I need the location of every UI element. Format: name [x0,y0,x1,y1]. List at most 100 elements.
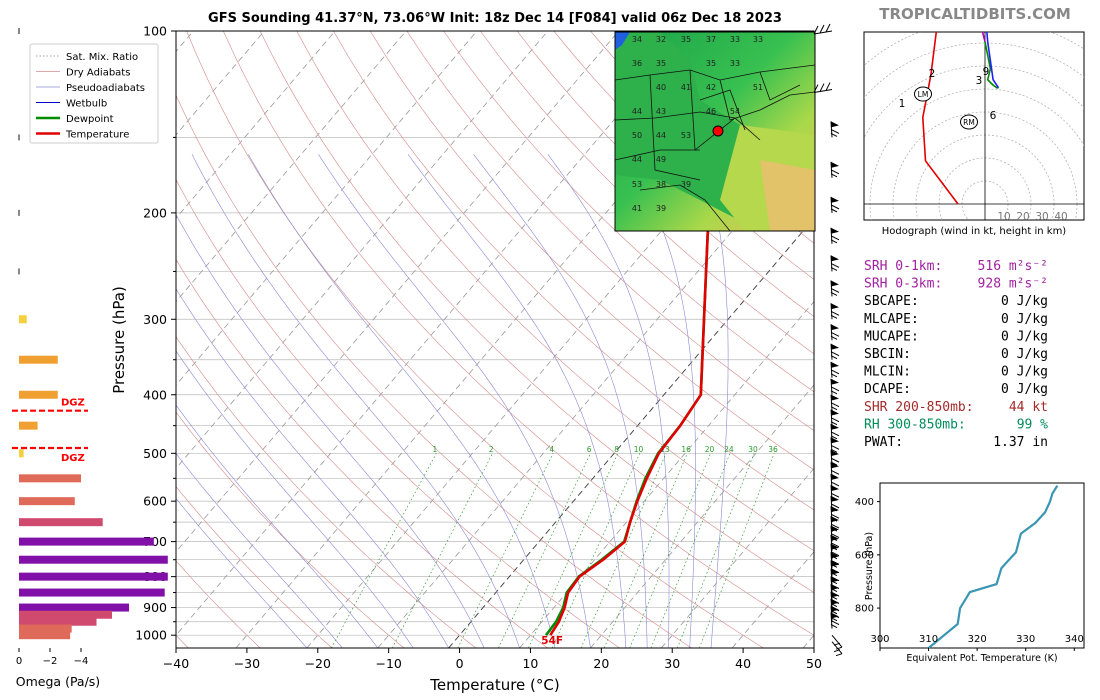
map-value-label: 35 [656,59,666,68]
dry-adiabat [516,31,814,317]
wind-barb-flag [831,534,839,541]
mixing-ratio-label: 8 [614,445,619,454]
wind-barb-feather [830,386,840,395]
omega-bar [19,315,27,324]
index-label: RH 300-850mb: [864,417,966,432]
index-label: SRH 0-3km: [864,277,942,292]
omega-bar [18,268,20,275]
omega-bar [19,617,97,626]
inset-map: 34 32 35 37 33 33 36 35 35 33 40 41 42 51 44 43 46 54 50 44… [614,31,816,232]
pseudoadiabat [176,453,343,648]
map-value-label: 50 [632,131,642,140]
wind-barb-flag [831,560,839,567]
hodograph-trace-3-6km [981,32,986,42]
index-label: MLCAPE: [864,312,919,327]
map-value-label: 51 [753,83,763,92]
dry-adiabat [176,94,692,648]
wind-barb [830,121,840,138]
omega-bar [19,421,38,430]
index-value: 0 J/kg [1001,365,1048,380]
wind-barb-flag [831,450,839,457]
index-label: SRH 0-1km: [864,259,942,274]
theta-e-ytick-label: 400 [855,497,874,508]
omega-bar [18,134,20,141]
mixing-ratio-line [391,453,493,648]
map-value-label: 49 [656,155,666,164]
y-tick-label: 300 [143,312,167,327]
index-value: 44 kt [1009,400,1048,415]
hodograph-trace-6-9km [984,41,999,89]
wind-barb [830,361,840,378]
wind-barb-flag [831,568,839,575]
pseudoadiabat [318,154,591,648]
legend-label: Sat. Mix. Ratio [66,52,138,63]
zero-isotherm [448,217,814,648]
map-value-label: 46 [706,107,716,116]
wind-barb [830,255,840,272]
y-tick-label: 400 [143,387,167,402]
wind-barb-shaft [813,82,833,94]
hodograph-height-label: 2 [929,68,936,80]
index-value: 928 m²s⁻² [978,277,1048,292]
wind-barb-flag [831,473,839,480]
x-tick-label: 30 [664,656,680,671]
index-label: PWAT: [864,435,903,450]
y-tick-label: 1000 [135,628,167,643]
map-boundary [615,149,700,161]
map-boundary [719,79,815,121]
map-value-label: 44 [632,107,642,116]
index-label: SBCIN: [864,347,911,362]
wind-barb-flag [831,361,839,368]
theta-e-line [927,485,1059,649]
omega-bar [19,449,24,458]
y-tick-label: 600 [143,494,167,509]
mixing-ratio-label: 20 [705,445,715,454]
dry-adiabat [259,31,814,593]
pseudoadiabat [176,213,485,648]
pseudoadiabat [176,404,379,648]
wind-barb-feather [830,369,840,378]
index-value: 516 m²s⁻² [978,259,1048,274]
hodograph-ring-label: 20 [1016,211,1029,223]
mixing-ratio-line [580,453,667,648]
dry-adiabat [333,31,814,511]
theta-e-ytick-label: 800 [855,604,874,615]
y-tick-label: 900 [143,600,167,615]
theta-e-ytick-label: 600 [855,550,874,561]
hodograph-caption: Hodograph (wind in kt, height in km) [882,226,1067,237]
wind-barb-flag [831,543,839,550]
hodograph-panel: 1 2 3 6 9 LM RM 10 20 30 40 Hodograph (wind in kt,… [863,31,1085,237]
map-value-label: 39 [681,180,691,189]
dry-adiabat [296,31,814,552]
wind-barb-feather [830,310,840,319]
hodograph-ring-label: 30 [1035,211,1048,223]
mixing-ratio-line [603,453,688,648]
map-value-label: 33 [730,35,740,44]
omega-bar [18,209,20,216]
mixing-ratio-line [528,453,619,648]
pseudoadiabat [176,350,414,648]
index-label: DCAPE: [864,382,911,397]
wind-barb-flag [831,485,839,492]
wind-barb [830,568,840,585]
wind-barb [830,409,840,426]
dry-adiabat [176,336,477,648]
wind-barb-flag [831,378,839,385]
isotherm [519,300,814,648]
map-value-label: 35 [681,35,691,44]
mixing-ratio-line [699,453,775,648]
map-value-label: 34 [632,35,642,44]
x-tick-label: −20 [305,656,331,671]
dgz-label: DGZ [61,453,85,464]
wind-barb [830,394,840,411]
map-value-label: 44 [632,155,642,164]
index-value: 1.37 in [993,435,1048,450]
mixing-ratio-label: 36 [768,445,778,454]
omega-panel: DGZ DGZ 0 −2 −4 Omega (Pa/s) [12,28,168,689]
index-label: SHR 200-850mb: [864,400,974,415]
mixing-ratio-label: 16 [681,445,691,454]
pseudoadiabat [700,154,729,648]
map-boundary [639,184,731,231]
dry-adiabat [369,31,814,471]
